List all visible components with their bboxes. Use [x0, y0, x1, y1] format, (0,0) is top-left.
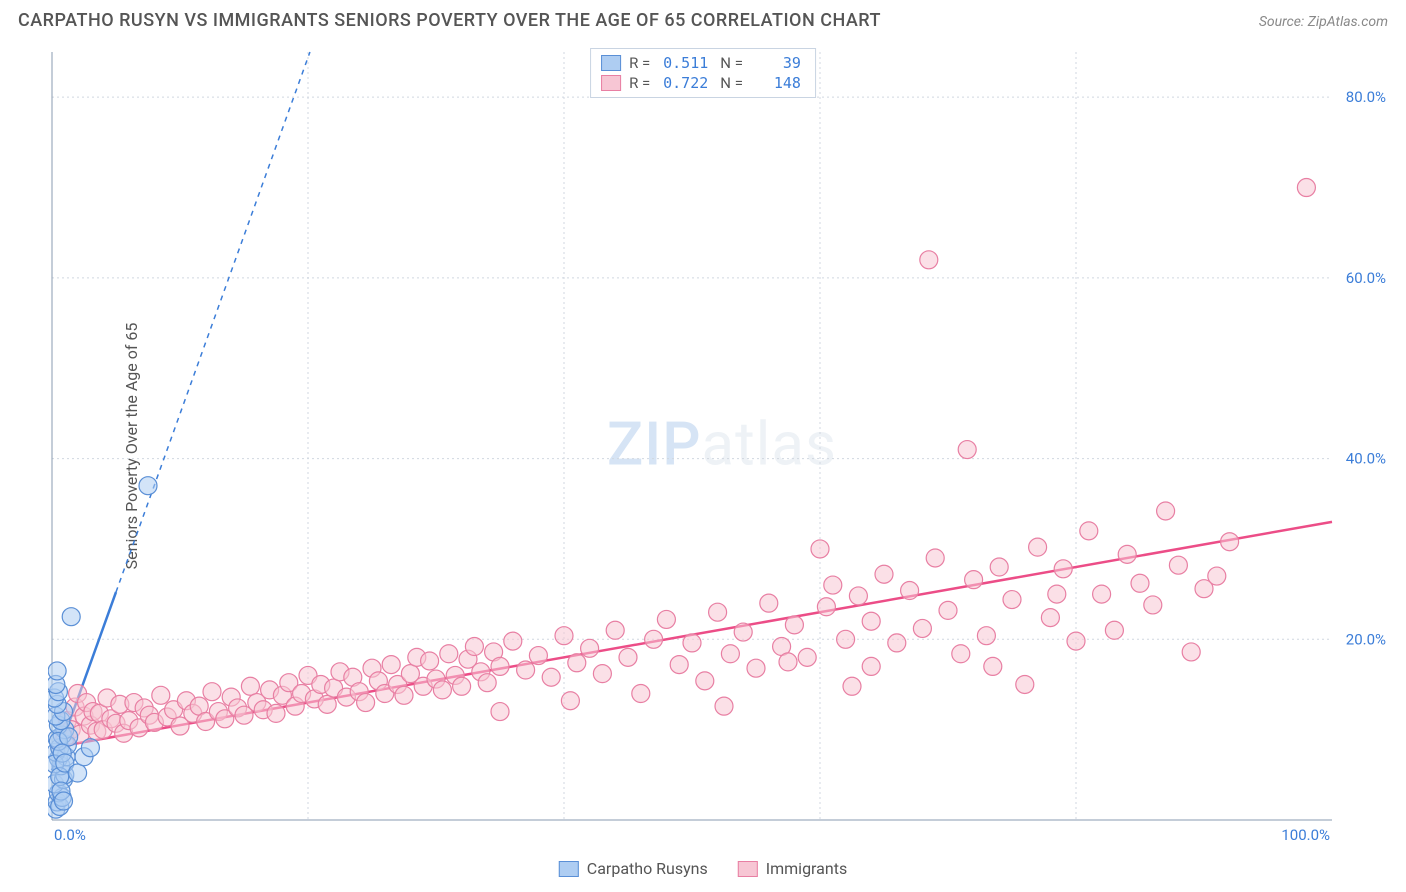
series-legend: Carpatho Rusyns Immigrants — [559, 859, 847, 878]
legend-item-1: Carpatho Rusyns — [559, 859, 708, 878]
r-value-1: 0.511 — [658, 54, 712, 72]
svg-text:100.0%: 100.0% — [1281, 826, 1330, 844]
legend-item-2: Immigrants — [738, 859, 847, 878]
legend-label-1: Carpatho Rusyns — [587, 859, 708, 878]
swatch-series-2-bottom — [738, 861, 758, 877]
chart-area: ZIPatlas 20.0%40.0%60.0%80.0%0.0%100.0% — [48, 44, 1396, 844]
n-value-1: 39 — [751, 54, 805, 72]
n-value-2: 148 — [751, 74, 805, 92]
correlation-row-1: R = 0.511 N = 39 — [601, 53, 805, 73]
swatch-series-1-bottom — [559, 861, 579, 877]
chart-title: CARPATHO RUSYN VS IMMIGRANTS SENIORS POV… — [18, 10, 881, 31]
r-value-2: 0.722 — [658, 74, 712, 92]
correlation-legend: R = 0.511 N = 39 R = 0.722 N = 148 — [590, 48, 816, 98]
r-label-1: R = — [629, 54, 650, 72]
source-name: ZipAtlas.com — [1308, 14, 1388, 30]
svg-text:20.0%: 20.0% — [1346, 630, 1386, 648]
svg-text:80.0%: 80.0% — [1346, 88, 1386, 106]
scatter-plot: 20.0% 40.0% 60.0% 80.0% 0.0% 100.0% — [48, 44, 1396, 844]
correlation-row-2: R = 0.722 N = 148 — [601, 73, 805, 93]
n-label-2: N = — [720, 74, 743, 92]
r-label-2: R = — [629, 74, 650, 92]
source-attribution: Source: ZipAtlas.com — [1259, 11, 1388, 30]
source-prefix: Source: — [1259, 14, 1308, 30]
n-label-1: N = — [720, 54, 743, 72]
svg-text:40.0%: 40.0% — [1346, 450, 1386, 468]
legend-label-2: Immigrants — [766, 859, 847, 878]
swatch-series-2 — [601, 75, 621, 91]
swatch-series-1 — [601, 55, 621, 71]
svg-text:0.0%: 0.0% — [54, 826, 86, 844]
svg-text:60.0%: 60.0% — [1346, 269, 1386, 287]
